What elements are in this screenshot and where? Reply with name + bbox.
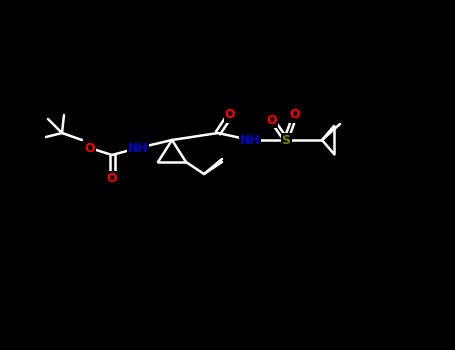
- Text: NH: NH: [127, 141, 148, 154]
- Text: S: S: [282, 133, 290, 147]
- Text: O: O: [106, 172, 117, 184]
- Text: NH: NH: [240, 133, 260, 147]
- Text: O: O: [290, 108, 300, 121]
- Text: O: O: [225, 108, 235, 121]
- Text: O: O: [267, 113, 277, 126]
- Text: O: O: [85, 141, 95, 154]
